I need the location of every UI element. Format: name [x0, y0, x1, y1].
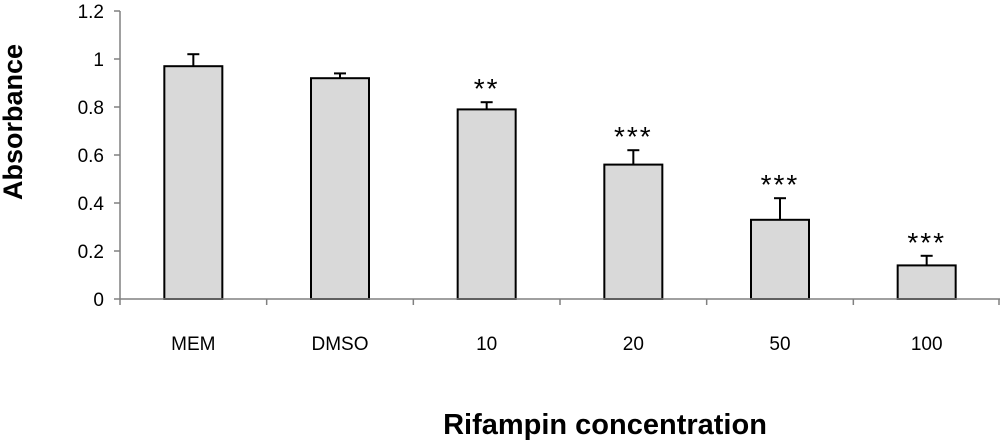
- x-tick-label: 10: [476, 334, 497, 355]
- y-tick-label: 0.2: [78, 242, 104, 263]
- x-axis-title: Rifampin concentration: [443, 409, 767, 441]
- bars: ***********: [163, 53, 957, 301]
- bar: [163, 65, 224, 300]
- x-tick-label: MEM: [171, 334, 215, 355]
- x-tick-label: 20: [623, 334, 644, 355]
- y-tick-label: 0.4: [78, 194, 105, 215]
- bar: [310, 77, 370, 300]
- y-tick-label: 0.6: [78, 146, 104, 167]
- y-tick-label: 0: [93, 290, 104, 311]
- significance-marker: **: [474, 73, 500, 104]
- x-tick-label: 100: [911, 334, 943, 355]
- significance-marker: ***: [614, 121, 653, 152]
- significance-marker: ***: [761, 169, 800, 200]
- bar: [896, 264, 957, 300]
- x-tick-label: 50: [769, 334, 790, 355]
- x-axis: MEM DMSO 10 20 50 100: [119, 298, 1000, 355]
- y-axis-title: Absorbance: [0, 44, 28, 200]
- significance-marker: ***: [907, 227, 946, 258]
- bar: [603, 163, 664, 300]
- y-tick-label: 1.2: [78, 2, 104, 23]
- y-tick-label: 1: [93, 50, 104, 71]
- y-tick-label: 0.8: [78, 98, 104, 119]
- bar: [456, 108, 517, 301]
- y-axis: 0 0.2 0.4 0.6 0.8 1 1.2: [78, 2, 121, 311]
- x-tick-label: DMSO: [312, 334, 369, 355]
- bar: [750, 218, 810, 300]
